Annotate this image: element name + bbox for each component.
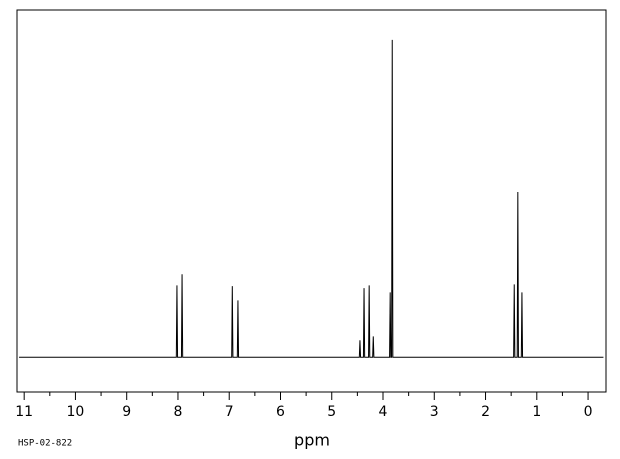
spectrum-line <box>19 39 604 358</box>
x-tick-label: 0 <box>584 404 593 420</box>
x-tick-label: 5 <box>327 404 336 420</box>
x-tick-label: 10 <box>67 404 85 420</box>
x-tick-label: 7 <box>225 404 234 420</box>
x-tick-label: 3 <box>430 404 439 420</box>
x-tick-label: 9 <box>122 404 131 420</box>
x-tick-label: 2 <box>481 404 490 420</box>
x-tick-label: 1 <box>532 404 541 420</box>
x-tick-label: 8 <box>174 404 183 420</box>
x-tick-label: 11 <box>15 404 33 420</box>
x-tick-label: 4 <box>379 404 388 420</box>
x-axis-label: ppm <box>294 431 330 450</box>
x-tick-label: 6 <box>276 404 285 420</box>
plot-frame <box>16 9 607 393</box>
footnote: HSP-02-822 <box>18 439 72 449</box>
